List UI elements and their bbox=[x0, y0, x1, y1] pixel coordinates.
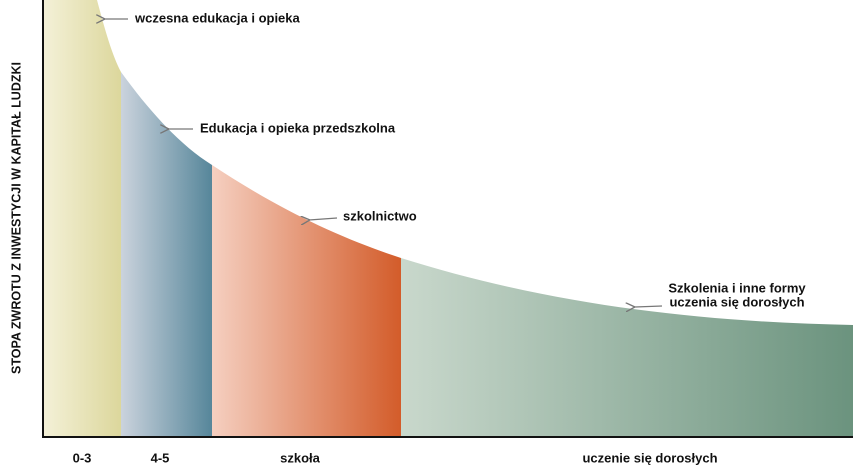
stage-label: 4-5 bbox=[151, 450, 170, 465]
annotation: szkolnictwo bbox=[343, 208, 417, 223]
arrow bbox=[634, 306, 663, 307]
annotation: Edukacja i opieka przedszkolna bbox=[200, 120, 396, 135]
stage-area bbox=[121, 0, 212, 437]
stage-area bbox=[401, 0, 853, 437]
stage-label: szkoła bbox=[280, 450, 321, 465]
stage-label: 0-3 bbox=[73, 450, 92, 465]
annotation: Szkolenia i inne formy bbox=[668, 280, 806, 295]
stage-area bbox=[43, 0, 121, 437]
annotation: wczesna edukacja i opieka bbox=[134, 10, 301, 25]
arrow bbox=[309, 218, 338, 220]
y-axis-label: STOPA ZWROTU Z INWESTYCJI W KAPITAŁ LUDZ… bbox=[9, 62, 23, 374]
stage-label: uczenie się dorosłych bbox=[582, 450, 717, 465]
annotation: uczenia się dorosłych bbox=[669, 294, 804, 309]
stage-areas bbox=[43, 0, 853, 437]
